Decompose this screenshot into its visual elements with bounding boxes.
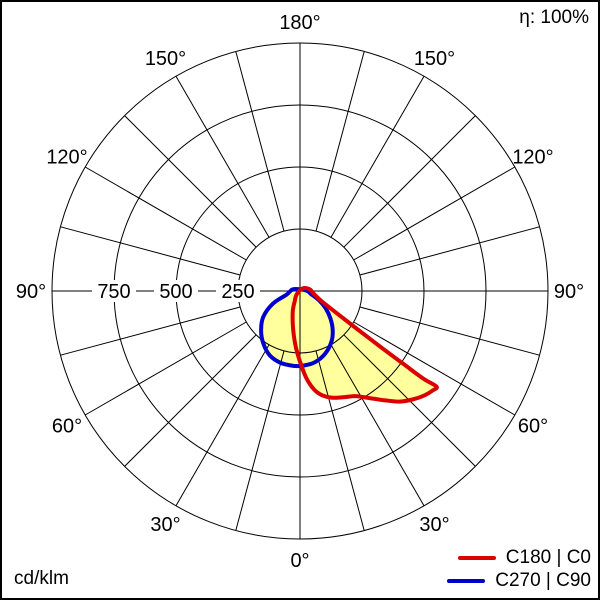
lobe-fill-c90 (261, 288, 333, 367)
radial-tick-mask (92, 280, 136, 302)
legend-swatch-red-line (457, 555, 496, 560)
grid-spoke (235, 51, 285, 232)
angle-label: 60° (52, 416, 82, 438)
radial-tick-label: 500 (159, 281, 192, 303)
curves (259, 286, 439, 404)
grid-spoke (315, 51, 365, 232)
grid-spoke (359, 306, 540, 356)
grid-spoke (330, 344, 425, 507)
angle-label: 60° (518, 416, 548, 438)
angle-label: 0° (290, 550, 309, 572)
radial-tick-mask (216, 280, 260, 302)
radial-tick-mask (154, 280, 198, 302)
legend-label: C180 | C0 (505, 546, 591, 568)
grid-spoke (84, 166, 247, 261)
grid-spoke (353, 321, 516, 416)
grid-spoke (124, 334, 257, 467)
grid-spoke (330, 75, 425, 238)
radial-tick-labels: 750 500 250 (92, 280, 260, 303)
grid-spoke (84, 321, 247, 416)
radial-tick-label: 250 (221, 281, 254, 303)
angle-label: 30° (419, 514, 449, 536)
grid-spoke (343, 115, 476, 248)
grid-spoke (60, 226, 241, 276)
grid-spoke (235, 350, 285, 531)
efficiency-label: η: 100% (519, 7, 589, 28)
angle-label: 150° (414, 48, 455, 70)
legend-swatch-blue-line (447, 578, 486, 583)
curve-c180-c0 (290, 286, 439, 404)
angle-label: 180° (279, 12, 320, 34)
angle-label: 90° (554, 281, 584, 303)
grid-spoke (124, 115, 257, 248)
angle-label: 120° (512, 147, 553, 169)
grid-spoke (175, 75, 270, 238)
grid-spoke (315, 350, 365, 531)
lobe-fills (261, 288, 437, 402)
legend: C180 | C0 C270 | C90 (447, 546, 591, 592)
grid-spoke (175, 344, 270, 507)
angle-label: 120° (46, 147, 87, 169)
grid-spoke (60, 306, 241, 356)
legend-label: C270 | C90 (495, 569, 591, 591)
grid-spoke (353, 166, 516, 261)
angle-labels: 180° 150° 150° 120° 120° 90° 90° 60° 60° 30° 30° 0° (16, 12, 584, 572)
angle-label: 150° (145, 48, 186, 70)
angle-label: 90° (16, 281, 46, 303)
unit-label: cd/klm (14, 568, 69, 589)
legend-item-c270-c90: C270 | C90 (447, 569, 591, 592)
legend-item-c180-c0: C180 | C0 (457, 546, 591, 569)
radial-tick-label: 750 (97, 281, 130, 303)
angle-label: 30° (150, 514, 180, 536)
grid-spoke (359, 226, 540, 276)
